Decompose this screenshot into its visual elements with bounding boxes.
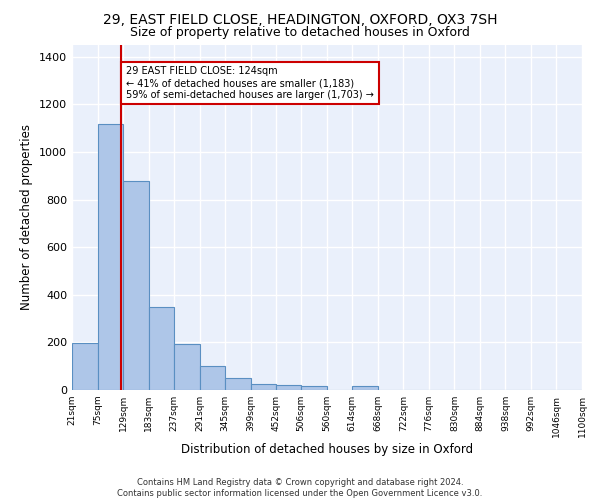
Bar	[98, 124, 123, 390]
Bar	[72, 343, 98, 390]
Bar	[200, 366, 225, 390]
Text: 29, EAST FIELD CLOSE, HEADINGTON, OXFORD, OX3 7SH: 29, EAST FIELD CLOSE, HEADINGTON, OXFORD…	[103, 12, 497, 26]
Bar	[352, 386, 378, 390]
Text: Contains HM Land Registry data © Crown copyright and database right 2024.
Contai: Contains HM Land Registry data © Crown c…	[118, 478, 482, 498]
Text: Size of property relative to detached houses in Oxford: Size of property relative to detached ho…	[130, 26, 470, 39]
Text: 29 EAST FIELD CLOSE: 124sqm
← 41% of detached houses are smaller (1,183)
59% of : 29 EAST FIELD CLOSE: 124sqm ← 41% of det…	[126, 66, 374, 100]
X-axis label: Distribution of detached houses by size in Oxford: Distribution of detached houses by size …	[181, 442, 473, 456]
Bar	[301, 386, 327, 390]
Bar	[276, 385, 301, 390]
Bar	[174, 344, 200, 390]
Y-axis label: Number of detached properties: Number of detached properties	[20, 124, 34, 310]
Bar	[123, 181, 149, 390]
Bar	[149, 306, 174, 390]
Bar	[225, 378, 251, 390]
Bar	[251, 384, 276, 390]
